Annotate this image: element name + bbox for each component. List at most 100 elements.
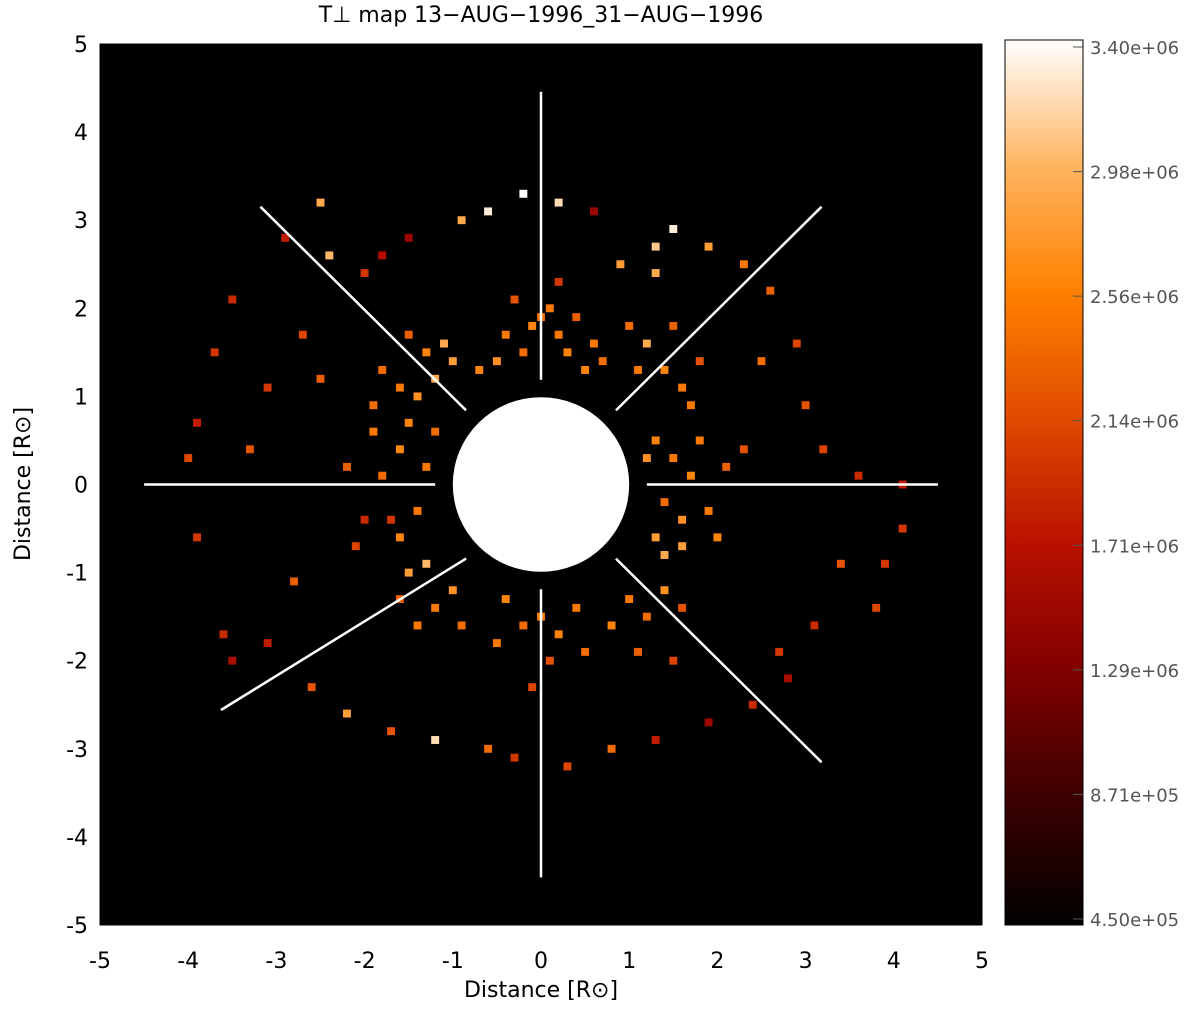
cell [387, 727, 396, 736]
cell [686, 401, 695, 410]
cell [193, 533, 201, 542]
cell [634, 366, 642, 374]
cell [501, 595, 510, 603]
y-tick-label: -2 [66, 650, 88, 675]
cell [316, 198, 325, 207]
cell [669, 454, 678, 463]
cell [519, 621, 528, 630]
x-tick-label: -1 [442, 949, 464, 974]
cell [431, 603, 440, 612]
radial-line [220, 557, 467, 712]
colorbar-tick-label: 2.56e+06 [1090, 287, 1179, 308]
cell [404, 418, 413, 427]
cell [431, 736, 440, 744]
y-tick-label: 3 [74, 209, 88, 234]
cell [678, 383, 687, 392]
y-tick-label: 4 [74, 121, 88, 146]
cell [554, 198, 563, 207]
cell [757, 357, 766, 366]
cell [607, 621, 616, 630]
cell [704, 718, 713, 727]
cell [528, 321, 537, 330]
cell [378, 251, 387, 260]
x-tick-label: -2 [354, 949, 376, 974]
cell [792, 339, 801, 348]
cell [783, 674, 792, 683]
cell [263, 639, 272, 648]
cell [572, 313, 581, 322]
cell [528, 683, 537, 692]
cell [616, 260, 625, 269]
cell [510, 753, 519, 762]
colorbar-tick-label: 8.71e+05 [1090, 785, 1179, 806]
cell [193, 418, 201, 427]
cell [881, 559, 889, 568]
cell [669, 225, 678, 233]
x-tick-label: 0 [534, 949, 548, 974]
cell [545, 304, 554, 313]
cell [581, 647, 590, 656]
cell [387, 515, 396, 524]
radial-line [615, 205, 823, 412]
cell [634, 647, 642, 656]
cell [219, 630, 228, 639]
cell [898, 524, 907, 533]
cell [642, 339, 651, 348]
cell [775, 647, 784, 656]
chart-title: T⊥ map 13−AUG−1996_31−AUG−1996 [318, 3, 764, 28]
cell [369, 401, 378, 410]
colorbar-tick-label: 3.40e+06 [1090, 38, 1179, 59]
cell [651, 436, 660, 445]
colorbar [1004, 39, 1084, 926]
cell [440, 339, 448, 348]
cell [378, 471, 387, 480]
cell [589, 339, 598, 348]
cell [422, 559, 431, 568]
cell [748, 700, 757, 709]
cell [836, 559, 845, 568]
cell [210, 348, 219, 357]
cell [854, 471, 863, 480]
cell [713, 533, 722, 542]
cell [563, 348, 572, 357]
cell [281, 233, 290, 242]
cell [360, 269, 369, 278]
cell [184, 454, 193, 463]
radial-line [259, 205, 467, 412]
colorbar-tick-label: 4.50e+05 [1090, 910, 1179, 931]
x-tick-label: -4 [177, 949, 199, 974]
y-tick-label: -1 [66, 562, 88, 587]
cell [572, 603, 581, 612]
cell [686, 471, 695, 480]
cell [660, 551, 669, 559]
cell [669, 321, 678, 330]
cell [510, 295, 519, 304]
cell [245, 445, 254, 454]
cell [678, 542, 687, 551]
y-tick-label: 2 [74, 297, 88, 322]
cell [369, 427, 378, 436]
x-tick-label: 5 [975, 949, 989, 974]
cell [766, 286, 775, 295]
y-tick-label: 0 [74, 474, 88, 499]
cell [492, 639, 501, 648]
cell [298, 330, 307, 339]
cell [492, 357, 501, 366]
cell [395, 383, 404, 392]
x-tick-label: 3 [799, 949, 813, 974]
cell [263, 383, 272, 392]
cell [739, 260, 748, 269]
cell [484, 207, 493, 216]
cell [581, 366, 590, 374]
cell [642, 612, 651, 621]
cell [457, 621, 466, 630]
cell [342, 462, 351, 471]
cell [325, 251, 334, 260]
solar-disk [452, 397, 630, 572]
cell [563, 762, 572, 771]
cell [378, 366, 387, 374]
cell [422, 462, 431, 471]
cell [625, 321, 634, 330]
cell [819, 445, 828, 454]
